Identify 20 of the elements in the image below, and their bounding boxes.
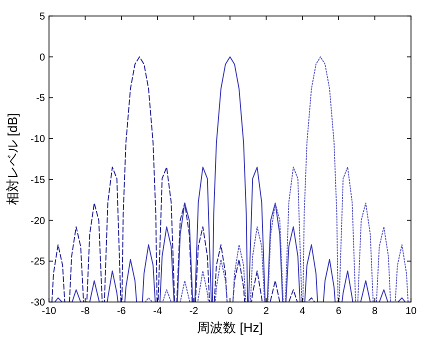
x-tick-label: -6 bbox=[116, 306, 126, 317]
x-tick-label: 0 bbox=[227, 306, 234, 317]
x-tick-label: 10 bbox=[405, 306, 417, 317]
y-tick-label: 5 bbox=[39, 12, 46, 22]
y-axis-title: 相対レベル [dB] bbox=[5, 113, 20, 205]
y-tick-label: -15 bbox=[30, 174, 46, 186]
x-tick-label: 2 bbox=[263, 306, 270, 317]
y-tick-label: -25 bbox=[30, 256, 46, 268]
x-tick-label: -4 bbox=[153, 306, 162, 317]
x-tick-label: -2 bbox=[189, 306, 199, 317]
x-tick-label: 8 bbox=[372, 306, 378, 317]
x-tick-label: 6 bbox=[336, 306, 342, 317]
x-tick-label: 4 bbox=[300, 306, 306, 317]
y-tick-label: 0 bbox=[39, 52, 46, 64]
y-tick-label: -10 bbox=[30, 134, 46, 146]
x-axis-title: 周波数 [Hz] bbox=[197, 320, 263, 335]
x-tick-label: -8 bbox=[80, 306, 90, 317]
y-tick-label: -30 bbox=[30, 298, 46, 308]
y-tick-label: -20 bbox=[30, 216, 46, 227]
y-tick-label: -5 bbox=[36, 93, 46, 104]
